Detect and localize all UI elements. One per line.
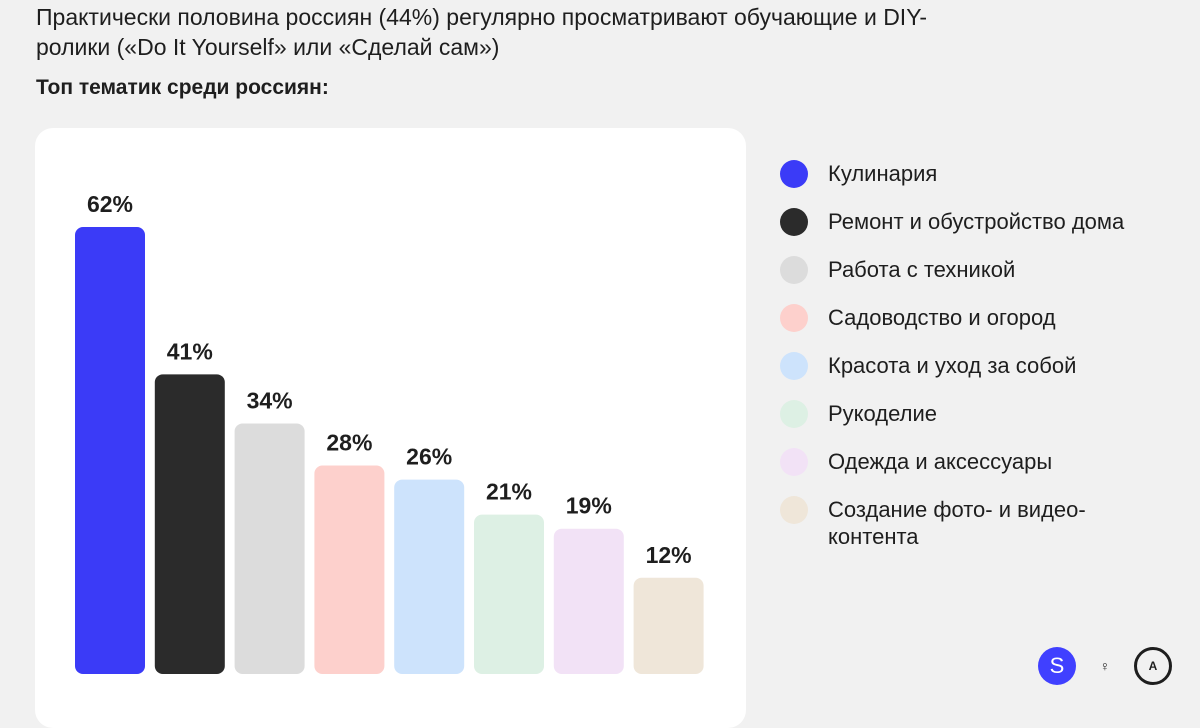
legend-item: Работа с техникой (780, 256, 1180, 284)
bar-value-label: 26% (406, 444, 452, 470)
bar-value-label: 34% (247, 387, 293, 413)
legend-item: Красота и уход за собой (780, 352, 1180, 380)
legend-label: Красота и уход за собой (828, 353, 1077, 378)
sber-logo-icon[interactable]: S (1038, 647, 1076, 685)
legend-swatch (780, 160, 808, 188)
legend-item: Рукоделие (780, 400, 1180, 428)
bar-value-label: 28% (326, 430, 372, 456)
legend-item: Ремонт и обустройство дома (780, 208, 1180, 236)
legend-swatch (780, 352, 808, 380)
legend-item: Садоводство и огород (780, 304, 1180, 332)
chart-legend: Кулинария Ремонт и обустройство дома Раб… (780, 160, 1180, 570)
bar-7 (553, 528, 624, 674)
bar-value-label: 21% (486, 479, 532, 505)
bar-value-label: 41% (167, 338, 213, 364)
legend-swatch (780, 256, 808, 284)
bar-value-label: 62% (87, 191, 133, 217)
legend-swatch (780, 400, 808, 428)
bar-5 (394, 479, 465, 674)
bar-4 (314, 465, 385, 674)
bar-6 (474, 514, 544, 674)
legend-item: Создание фото- и видео-контента (780, 496, 1180, 550)
legend-swatch (780, 208, 808, 236)
bar-value-label: 19% (566, 493, 612, 519)
brand-logos: S ♀ A (1038, 647, 1182, 685)
a-logo-icon[interactable]: A (1134, 647, 1172, 685)
bar-value-label: 12% (646, 542, 692, 568)
chart-subtitle: Топ тематик среди россиян: (36, 76, 329, 99)
bar-2 (154, 374, 225, 674)
bar-1 (75, 227, 145, 674)
legend-label: Создание фото- и видео-контента (828, 497, 1086, 549)
bar-chart: 62% 41% 34% 28% 26% 21% 19% 12% (75, 191, 704, 674)
legend-swatch (780, 496, 808, 524)
legend-label: Садоводство и огород (828, 305, 1056, 330)
legend-label: Кулинария (828, 161, 938, 186)
legend-label: Одежда и аксессуары (828, 449, 1053, 474)
legend-swatch (780, 304, 808, 332)
legend-label: Ремонт и обустройство дома (828, 209, 1125, 234)
odnoklassniki-icon[interactable]: ♀ (1086, 647, 1124, 685)
legend-item: Одежда и аксессуары (780, 448, 1180, 476)
legend-label: Рукоделие (828, 401, 938, 426)
chart-card: 62% 41% 34% 28% 26% 21% 19% 12% (35, 128, 746, 728)
bar-8 (633, 577, 704, 674)
headline: Практически половина россиян (44%) регул… (36, 4, 928, 60)
bar-3 (234, 423, 305, 674)
legend-swatch (780, 448, 808, 476)
legend-label: Работа с техникой (828, 257, 1016, 282)
legend-item: Кулинария (780, 160, 1180, 188)
